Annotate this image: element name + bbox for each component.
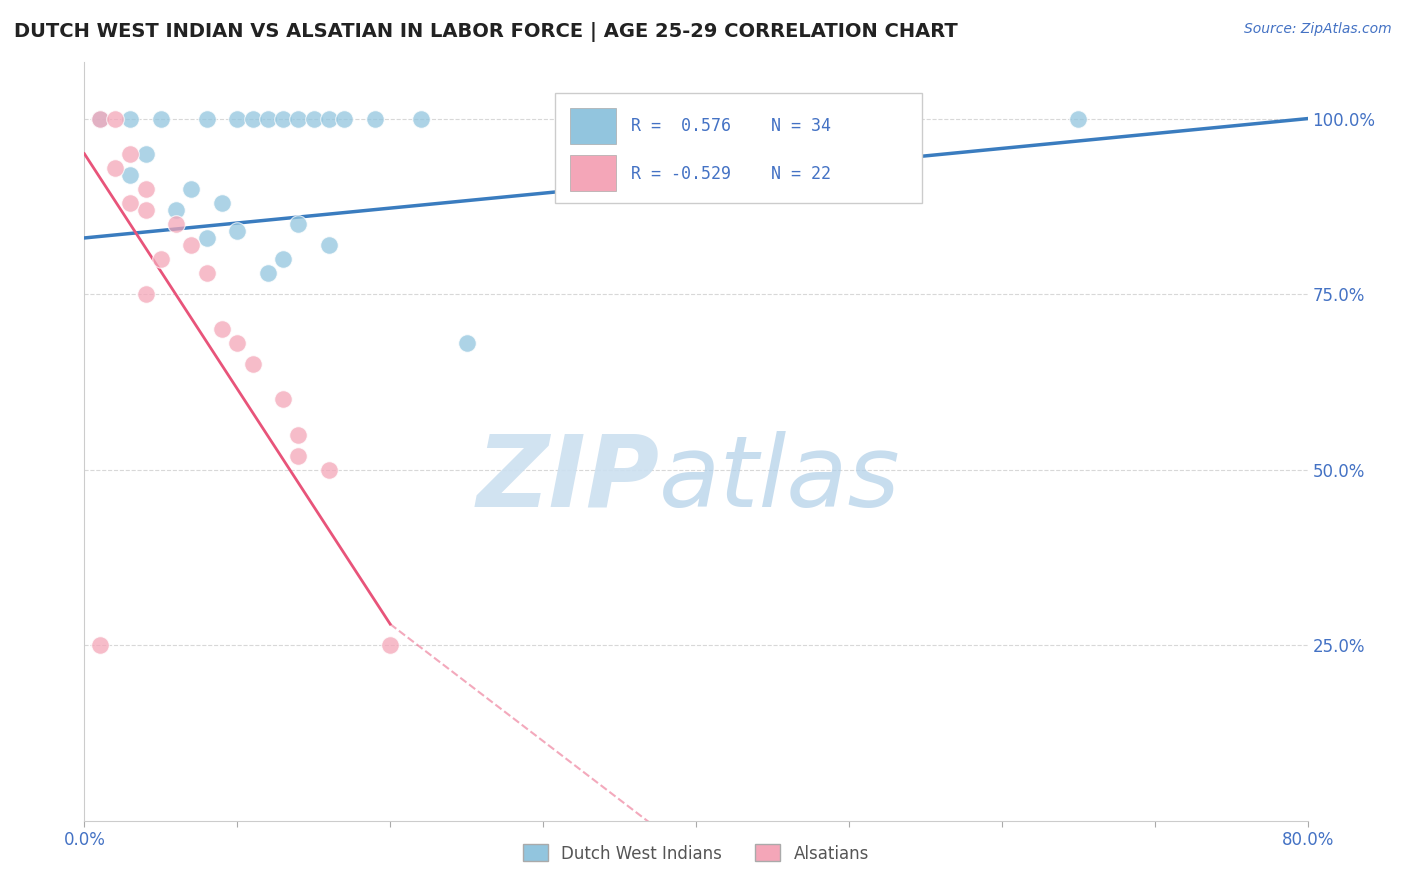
Text: Source: ZipAtlas.com: Source: ZipAtlas.com (1244, 22, 1392, 37)
Point (180, 182, 202, 196)
Point (257, 112, 280, 126)
Point (89, 112, 111, 126)
Point (180, 238, 202, 252)
Point (287, 217, 309, 231)
Point (89, 112, 111, 126)
Point (242, 357, 264, 371)
Point (149, 252, 172, 266)
Point (135, 202, 157, 217)
Point (226, 112, 249, 126)
Point (195, 231, 218, 245)
Point (271, 392, 294, 407)
Point (318, 238, 340, 252)
Point (149, 112, 172, 126)
Point (89, 638, 111, 652)
Point (120, 112, 142, 126)
FancyBboxPatch shape (555, 93, 922, 202)
Point (287, 427, 309, 442)
Text: atlas: atlas (659, 431, 901, 528)
Point (104, 161, 127, 175)
Point (456, 336, 478, 351)
FancyBboxPatch shape (569, 108, 616, 145)
Point (318, 112, 340, 126)
Point (226, 336, 249, 351)
Point (302, 112, 325, 126)
Point (333, 112, 356, 126)
Point (104, 112, 127, 126)
Point (409, 112, 432, 126)
Point (318, 462, 340, 476)
Point (195, 112, 218, 126)
Point (135, 287, 157, 301)
Point (211, 322, 233, 336)
Point (226, 224, 249, 238)
Text: ZIP: ZIP (477, 431, 659, 528)
Point (165, 202, 187, 217)
Point (195, 266, 218, 280)
Point (135, 146, 157, 161)
FancyBboxPatch shape (569, 155, 616, 191)
Point (271, 252, 294, 266)
Point (257, 266, 280, 280)
Point (211, 195, 233, 210)
Point (120, 146, 142, 161)
Point (120, 168, 142, 182)
Point (1067, 112, 1090, 126)
Point (271, 112, 294, 126)
Text: DUTCH WEST INDIAN VS ALSATIAN IN LABOR FORCE | AGE 25-29 CORRELATION CHART: DUTCH WEST INDIAN VS ALSATIAN IN LABOR F… (14, 22, 957, 42)
Legend: Dutch West Indians, Alsatians: Dutch West Indians, Alsatians (516, 838, 876, 869)
Point (364, 112, 387, 126)
Point (287, 449, 309, 463)
Point (135, 182, 157, 196)
Point (165, 217, 187, 231)
Point (287, 112, 309, 126)
Point (120, 195, 142, 210)
Text: R =  0.576    N = 34: R = 0.576 N = 34 (631, 117, 831, 135)
Point (242, 112, 264, 126)
Text: R = -0.529    N = 22: R = -0.529 N = 22 (631, 165, 831, 183)
Point (380, 638, 402, 652)
